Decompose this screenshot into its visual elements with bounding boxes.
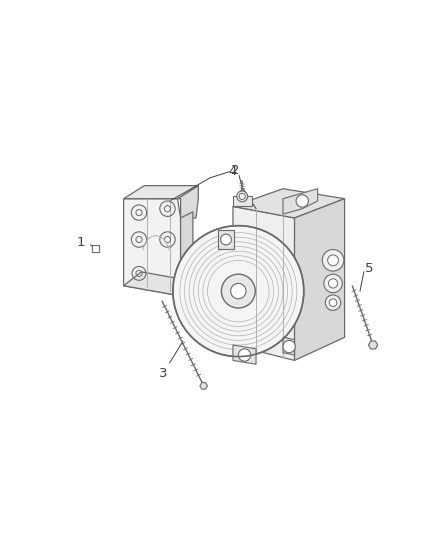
Polygon shape: [233, 345, 256, 364]
Circle shape: [296, 195, 308, 207]
Circle shape: [239, 193, 245, 199]
Circle shape: [231, 284, 246, 299]
Text: 1: 1: [77, 236, 85, 249]
Circle shape: [173, 225, 304, 357]
Circle shape: [328, 279, 338, 288]
Polygon shape: [177, 185, 198, 218]
Circle shape: [324, 274, 342, 293]
Circle shape: [325, 295, 341, 310]
Circle shape: [329, 299, 337, 306]
Polygon shape: [233, 196, 252, 206]
Polygon shape: [124, 199, 180, 295]
Bar: [92, 245, 99, 252]
Polygon shape: [233, 189, 345, 218]
Text: 5: 5: [365, 262, 374, 274]
Circle shape: [221, 234, 231, 245]
Polygon shape: [233, 206, 294, 360]
Polygon shape: [294, 199, 345, 360]
Circle shape: [322, 249, 344, 271]
Circle shape: [237, 191, 247, 202]
Circle shape: [283, 341, 295, 353]
Polygon shape: [283, 189, 318, 214]
Polygon shape: [124, 185, 198, 199]
Circle shape: [328, 255, 339, 265]
Text: 4: 4: [229, 165, 237, 178]
Polygon shape: [368, 341, 378, 349]
Polygon shape: [180, 212, 193, 287]
Polygon shape: [283, 337, 294, 355]
Polygon shape: [124, 272, 193, 295]
Circle shape: [221, 274, 255, 308]
Text: 3: 3: [159, 367, 167, 379]
Circle shape: [238, 349, 251, 361]
Text: 2: 2: [231, 164, 240, 177]
Polygon shape: [200, 383, 208, 389]
Polygon shape: [218, 230, 234, 249]
